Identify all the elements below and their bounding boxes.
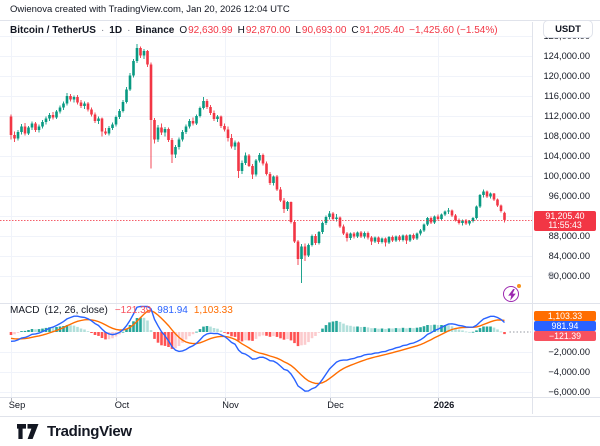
time-tick-label: 2026 [433, 400, 455, 410]
macd-signal-value: 1,103.33 [193, 305, 233, 316]
ohlc-high: H 92,870.00 [237, 25, 291, 36]
price-change: −1,425.60 (−1.54%) [409, 25, 498, 36]
interval-label[interactable]: 1D [109, 25, 123, 36]
pane-settings-icon[interactable]: ⚙ [547, 270, 556, 280]
macd-histogram-value: −121.39 [114, 305, 152, 316]
macd-params: (12, 26, close) [44, 305, 108, 316]
low-value: 90,693.00 [301, 25, 347, 36]
separator-dot: · [100, 25, 105, 36]
footer: TradingView [0, 416, 600, 446]
symbol-name[interactable]: Bitcoin / TetherUS [10, 25, 96, 36]
lightning-icon [507, 288, 516, 301]
attribution-bar: Owienova created with TradingView.com, J… [0, 0, 600, 21]
ohlc-close: C 91,205.40 [351, 25, 405, 36]
countdown-timer: 11:55:43 [548, 220, 582, 230]
separator-dot: · [127, 25, 131, 36]
macd-line-value: 981.94 [157, 305, 188, 316]
attribution-text: Owienova created with TradingView.com, J… [10, 4, 290, 15]
tradingview-logo-mark [17, 423, 39, 439]
high-value: 92,870.00 [245, 25, 291, 36]
macd-title[interactable]: MACD [10, 305, 40, 316]
brand-name: TradingView [47, 423, 132, 440]
boost-icon[interactable] [503, 284, 521, 303]
exchange-label: Binance [135, 25, 175, 36]
ohlc-open: O 92,630.99 [179, 25, 233, 36]
current-price-badge: 91,205.40 11:55:43 [534, 211, 596, 231]
current-price-value: 91,205.40 [545, 211, 585, 221]
macd-axis-badge: 981.94 [534, 321, 596, 331]
currency-button[interactable]: USDT [543, 20, 593, 38]
macd-legend: MACD (12, 26, close) −121.39 981.94 1,10… [10, 305, 233, 316]
tradingview-logo[interactable]: TradingView [17, 423, 132, 440]
symbol-legend: Bitcoin / TetherUS · 1D · Binance O 92,63… [10, 24, 498, 37]
time-tick-label: Sep [8, 400, 26, 410]
boost-dot-icon [517, 284, 521, 288]
close-value: 91,205.40 [359, 25, 405, 36]
time-tick-label: Oct [114, 400, 130, 410]
open-value: 92,630.99 [188, 25, 233, 36]
time-tick-label: Dec [327, 400, 344, 410]
macd-axis-badge: −121.39 [534, 331, 596, 341]
time-tick-label: Nov [222, 400, 239, 410]
boost-ring-icon [503, 286, 519, 302]
macd-axis-badge: 1,103.33 [534, 311, 596, 321]
ohlc-low: L 90,693.00 [295, 25, 347, 36]
